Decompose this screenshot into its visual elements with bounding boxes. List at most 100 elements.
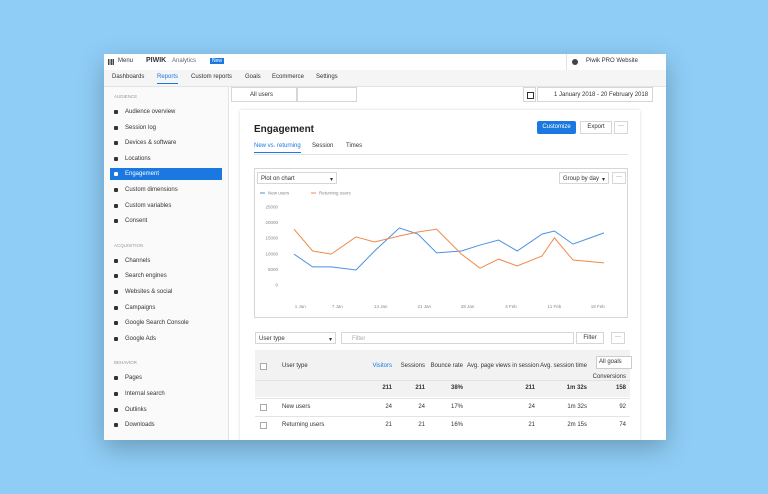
filter-input[interactable]: Filter bbox=[341, 332, 574, 344]
sidebar-item[interactable]: Devices & software bbox=[125, 140, 177, 147]
data-table: All goals User type Visitors Sessions Bounce… bbox=[255, 350, 632, 440]
tab[interactable]: Session bbox=[312, 143, 334, 149]
sidebar-item[interactable]: Pages bbox=[125, 375, 143, 382]
export-button[interactable]: Export bbox=[580, 121, 612, 134]
customize-button[interactable]: Customize bbox=[537, 121, 576, 134]
sidebar-item[interactable]: Custom variables bbox=[125, 202, 172, 209]
item-icon bbox=[114, 305, 118, 310]
group-select[interactable]: Group by day ▾ bbox=[559, 172, 609, 184]
table-cell: 1m 32s bbox=[567, 404, 587, 410]
filter-placeholder[interactable]: Filter bbox=[352, 336, 366, 342]
checkbox[interactable] bbox=[260, 363, 267, 370]
divider bbox=[566, 54, 567, 70]
sidebar-item[interactable]: Google Ads bbox=[125, 335, 157, 342]
total-cell: 211 bbox=[382, 385, 392, 391]
column-header[interactable]: Sessions bbox=[400, 363, 425, 369]
nav-item[interactable]: Settings bbox=[316, 74, 338, 80]
more-button[interactable]: ··· bbox=[614, 121, 628, 134]
sidebar-item[interactable]: Campaigns bbox=[125, 304, 156, 311]
table-cell: 24 bbox=[528, 404, 535, 410]
dimension[interactable]: User type bbox=[259, 336, 285, 342]
table-cell: 21 bbox=[418, 422, 425, 428]
segment-box[interactable]: All users bbox=[231, 87, 297, 102]
nav-item[interactable]: Dashboards bbox=[112, 74, 145, 80]
table-cell: 92 bbox=[619, 404, 626, 410]
calendar-button[interactable] bbox=[523, 87, 536, 102]
nav-item[interactable]: Custom reports bbox=[191, 74, 233, 80]
menu-label[interactable]: Menu bbox=[118, 58, 134, 64]
total-cell: 38% bbox=[450, 385, 463, 391]
sidebar-item[interactable]: Custom dimensions bbox=[125, 187, 178, 193]
item-icon bbox=[114, 407, 118, 412]
item-icon bbox=[114, 188, 118, 192]
column-header[interactable]: User type bbox=[282, 363, 308, 369]
column-header[interactable]: Visitors bbox=[372, 363, 392, 369]
tabs: New vs. returning Session Times bbox=[254, 143, 628, 155]
sidebar-item[interactable]: Engagement bbox=[125, 171, 160, 178]
calendar-icon bbox=[527, 92, 534, 99]
column-header[interactable]: Conversions bbox=[592, 374, 626, 380]
item-icon bbox=[114, 423, 118, 428]
x-tick-label: 18 Feb bbox=[591, 304, 606, 309]
report-title: Engagement bbox=[254, 124, 315, 135]
legend-label: New users bbox=[268, 191, 290, 196]
tab[interactable]: Times bbox=[346, 143, 363, 149]
segment[interactable]: All users bbox=[250, 92, 274, 98]
y-tick-label: 0 bbox=[275, 283, 278, 288]
section-heading: BEHAVIOR bbox=[114, 360, 137, 366]
table-cell: 21 bbox=[385, 422, 392, 428]
x-tick-label: 14 Jan bbox=[374, 304, 388, 309]
sidebar-item[interactable]: Search engines bbox=[125, 273, 167, 280]
column-header[interactable]: Avg. session time bbox=[540, 363, 587, 369]
more-button[interactable]: ··· bbox=[612, 172, 626, 184]
x-tick-label: 28 Jan bbox=[461, 304, 475, 309]
table-cell: 21 bbox=[528, 422, 535, 428]
menu-icon[interactable] bbox=[108, 59, 114, 65]
dimension-select[interactable]: User type ▾ bbox=[255, 332, 336, 344]
sidebar-item[interactable]: Channels bbox=[125, 257, 151, 264]
sidebar-item[interactable]: Session log bbox=[125, 124, 157, 131]
date-range[interactable]: 1 January 2018 - 20 February 2018 bbox=[554, 92, 649, 98]
filter-button[interactable]: Filter bbox=[576, 332, 604, 344]
x-tick-label: 1 Jan bbox=[295, 304, 307, 309]
nav-item[interactable]: Goals bbox=[245, 74, 261, 80]
x-tick-label: 11 Feb bbox=[548, 304, 562, 309]
sidebar-item[interactable]: Consent bbox=[125, 218, 148, 225]
item-icon bbox=[114, 141, 118, 146]
item-icon bbox=[114, 336, 118, 341]
series-line bbox=[293, 228, 605, 269]
item-icon bbox=[114, 274, 118, 279]
item-icon bbox=[114, 258, 118, 263]
sidebar-item[interactable]: Locations bbox=[125, 155, 151, 162]
goals-box[interactable]: All goals bbox=[596, 356, 632, 369]
plot-label[interactable]: Plot on chart bbox=[261, 176, 295, 182]
nav-item[interactable]: Reports bbox=[157, 74, 179, 84]
logo: PIWIK bbox=[146, 57, 167, 64]
checkbox[interactable] bbox=[260, 404, 267, 411]
column-header[interactable]: Avg. page views in session bbox=[467, 363, 539, 369]
checkbox[interactable] bbox=[260, 422, 267, 429]
segment-add[interactable] bbox=[297, 87, 357, 102]
x-tick-label: 7 Jan bbox=[332, 304, 344, 309]
plot-select[interactable]: Plot on chart ▾ bbox=[257, 172, 337, 184]
sidebar-item[interactable]: Internal search bbox=[125, 391, 165, 397]
sidebar-item[interactable]: Audience overview bbox=[125, 109, 176, 115]
date-box[interactable]: 1 January 2018 - 20 February 2018 bbox=[537, 87, 653, 102]
column-header[interactable]: Bounce rate bbox=[430, 363, 463, 369]
badge: New bbox=[210, 58, 225, 64]
more-button[interactable]: ··· bbox=[611, 332, 625, 344]
item-icon bbox=[114, 290, 118, 294]
table-cell: Returning users bbox=[282, 422, 325, 428]
sidebar-item[interactable]: Downloads bbox=[125, 422, 155, 429]
group-label[interactable]: Group by day bbox=[563, 176, 600, 182]
site-icon bbox=[572, 59, 578, 65]
site-name[interactable]: Piwik PRO Website bbox=[586, 58, 638, 64]
sidebar-item[interactable]: Websites & social bbox=[125, 289, 173, 295]
nav-item[interactable]: Ecommerce bbox=[272, 74, 305, 80]
tab[interactable]: New vs. returning bbox=[254, 143, 301, 153]
header-row bbox=[255, 350, 630, 397]
sidebar-item[interactable]: Outlinks bbox=[125, 406, 147, 413]
sidebar-item[interactable]: Google Search Console bbox=[125, 320, 189, 327]
active-item-bg bbox=[110, 168, 222, 181]
